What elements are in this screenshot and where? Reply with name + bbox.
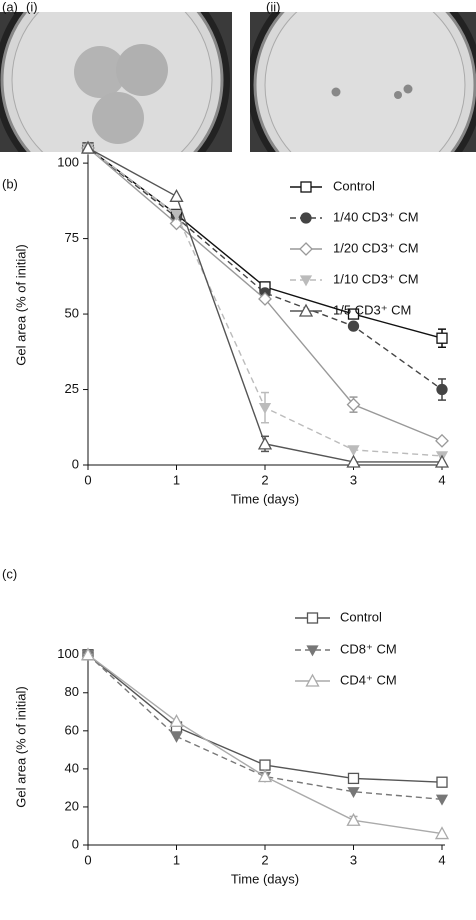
legend-marker xyxy=(306,645,319,657)
legend-marker xyxy=(306,612,319,624)
series-line xyxy=(87,147,443,391)
legend-label: Control xyxy=(333,178,375,193)
y-tick-label: 50 xyxy=(65,305,79,320)
marker xyxy=(347,445,360,457)
y-tick-label: 0 xyxy=(72,836,79,851)
legend-label: Control xyxy=(340,609,382,624)
y-tick-label: 60 xyxy=(65,722,79,737)
y-tick-label: 0 xyxy=(72,456,79,471)
legend-label: 1/20 CD3⁺ CM xyxy=(333,240,419,255)
x-tick-label: 3 xyxy=(350,852,357,867)
legend-label: 1/40 CD3⁺ CM xyxy=(333,209,419,224)
marker xyxy=(347,787,360,799)
x-tick-label: 4 xyxy=(438,472,445,487)
photo-label: (i) xyxy=(26,0,38,14)
x-axis-title: Time (days) xyxy=(231,491,299,506)
marker xyxy=(258,292,272,306)
panel-label: (b) xyxy=(2,176,18,191)
marker xyxy=(436,332,448,344)
marker xyxy=(80,140,96,154)
marker xyxy=(434,454,450,468)
y-tick-label: 80 xyxy=(65,684,79,699)
marker xyxy=(346,812,361,826)
photo-dish-2 xyxy=(250,12,476,152)
marker xyxy=(169,713,184,727)
panel-label: (c) xyxy=(2,566,17,581)
x-axis-title: Time (days) xyxy=(231,871,299,886)
legend-marker xyxy=(300,181,312,193)
y-tick-label: 75 xyxy=(65,230,79,245)
marker xyxy=(347,320,360,332)
marker xyxy=(257,436,273,450)
series-line xyxy=(87,654,443,801)
marker xyxy=(347,772,360,785)
x-tick-label: 1 xyxy=(173,852,180,867)
marker xyxy=(435,433,449,448)
y-tick-label: 40 xyxy=(65,760,79,775)
y-tick-label: 100 xyxy=(57,155,79,170)
x-tick-label: 0 xyxy=(84,472,91,487)
x-tick-label: 2 xyxy=(261,852,268,867)
marker xyxy=(346,397,361,412)
legend-marker xyxy=(300,212,312,224)
marker xyxy=(170,731,183,743)
marker xyxy=(346,454,361,468)
x-tick-label: 3 xyxy=(350,472,357,487)
marker xyxy=(347,308,360,320)
marker xyxy=(170,209,183,221)
marker xyxy=(169,188,184,202)
x-tick-label: 4 xyxy=(438,852,445,867)
legend-label: 1/10 CD3⁺ CM xyxy=(333,271,419,286)
marker xyxy=(435,794,449,806)
legend-marker xyxy=(298,303,314,317)
x-tick-label: 1 xyxy=(173,472,180,487)
panel-label: (a) xyxy=(2,0,18,14)
marker xyxy=(436,776,448,788)
marker xyxy=(80,647,96,661)
marker xyxy=(259,759,271,771)
marker xyxy=(169,216,184,231)
marker xyxy=(434,826,450,840)
y-axis-title: Gel area (% of initial) xyxy=(13,244,28,365)
legend-marker xyxy=(305,673,320,687)
photo-dish-1 xyxy=(0,12,232,152)
legend-marker xyxy=(299,242,313,256)
x-tick-label: 2 xyxy=(261,472,268,487)
x-tick-label: 0 xyxy=(84,852,91,867)
legend-label: 1/5 CD3⁺ CM xyxy=(333,302,411,317)
marker xyxy=(436,383,448,396)
photo-label: (ii) xyxy=(266,0,280,14)
y-tick-label: 25 xyxy=(65,381,79,396)
marker xyxy=(257,769,273,783)
legend-marker xyxy=(299,275,313,287)
legend-label: CD4⁺ CM xyxy=(340,672,397,687)
marker xyxy=(258,402,272,414)
y-axis-title: Gel area (% of initial) xyxy=(13,686,28,807)
y-tick-label: 20 xyxy=(65,798,79,813)
y-tick-label: 100 xyxy=(57,646,79,661)
legend-label: CD8⁺ CM xyxy=(340,641,397,656)
